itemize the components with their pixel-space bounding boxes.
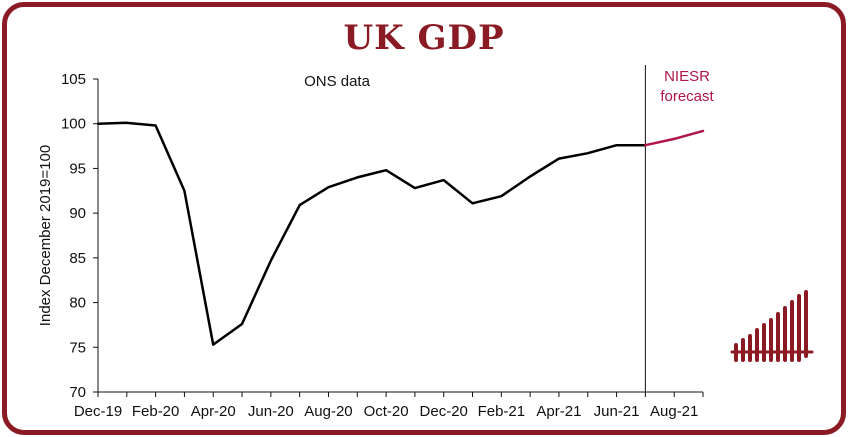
- x-tick-label: Dec-19: [74, 403, 122, 420]
- bars-logo-icon: [730, 290, 814, 362]
- x-tick-label: Apr-21: [536, 403, 581, 420]
- x-tick-label: Aug-21: [650, 403, 698, 420]
- y-tick-label: 105: [61, 71, 86, 88]
- x-tick-label: Oct-20: [364, 403, 409, 420]
- ons-data-annotation: ONS data: [304, 73, 371, 90]
- y-tick-label: 95: [69, 160, 86, 177]
- y-tick-label: 70: [69, 384, 86, 401]
- forecast-annotation-line2: forecast: [660, 88, 714, 105]
- x-tick-label: Feb-20: [132, 403, 180, 420]
- y-tick-label: 75: [69, 339, 86, 356]
- y-tick-label: 100: [61, 116, 86, 133]
- y-tick-label: 85: [69, 250, 86, 267]
- x-tick-label: Feb-21: [478, 403, 526, 420]
- y-tick-label: 90: [69, 205, 86, 222]
- x-tick-label: Jun-20: [248, 403, 294, 420]
- x-tick-label: Jun-21: [594, 403, 640, 420]
- y-axis-label: Index December 2019=100: [37, 145, 54, 326]
- forecast-line: [644, 129, 705, 147]
- x-tick-label: Apr-20: [191, 403, 236, 420]
- x-tick-label: Aug-20: [304, 403, 352, 420]
- page-title: UK GDP: [343, 18, 505, 58]
- x-tick-label: Dec-20: [420, 403, 468, 420]
- ons-data-line: [96, 121, 647, 346]
- forecast-annotation-line1: NIESR: [664, 68, 710, 85]
- y-tick-label: 80: [69, 295, 86, 312]
